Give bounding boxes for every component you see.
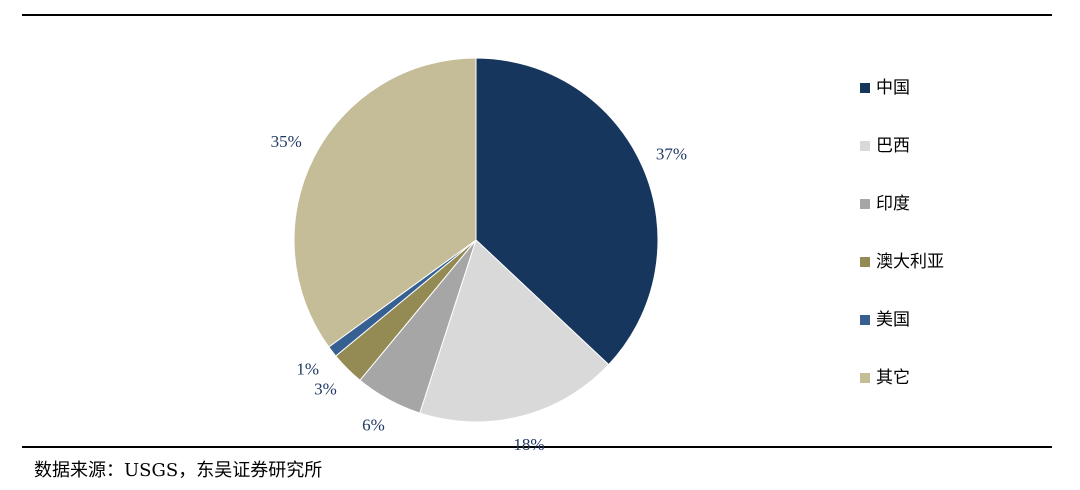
legend-label: 巴西 [876,136,910,156]
slice-label: 1% [296,359,319,378]
legend-swatch [860,199,870,209]
slice-label: 35% [271,132,302,151]
legend-label: 其它 [876,368,910,388]
slice-label: 6% [362,416,385,435]
pie-slice [475,57,659,366]
legend-swatch [860,373,870,383]
pie-slice [293,57,477,348]
legend-swatch [860,141,870,151]
legend-label: 美国 [876,310,910,330]
slice-label: 37% [656,144,687,163]
legend-label: 印度 [876,194,910,214]
legend-swatch [860,315,870,325]
legend-swatch [860,257,870,267]
legend-swatch [860,83,870,93]
pie-slice [419,239,610,423]
legend-label: 中国 [876,78,910,98]
legend-label: 澳大利亚 [876,252,944,272]
slice-label: 3% [314,379,337,398]
slice-label: 18% [513,435,544,454]
source-note: 数据来源：USGS，东吴证券研究所 [34,460,322,481]
